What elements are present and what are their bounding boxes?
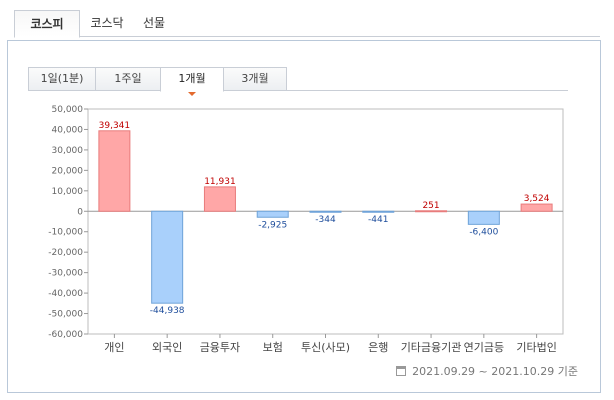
y-tick-label: -20,000 <box>48 248 83 258</box>
bar <box>362 210 395 213</box>
calendar-icon <box>396 366 407 376</box>
data-label: 251 <box>422 201 439 211</box>
x-tick-label: 보험 <box>263 341 283 354</box>
y-tick-label: 20,000 <box>52 166 84 176</box>
y-tick-label: 50,000 <box>52 105 84 115</box>
bar <box>467 210 500 225</box>
data-label: 3,524 <box>524 194 550 204</box>
x-tick-label: 기타금융기관 <box>401 341 462 354</box>
x-tick-label: 투신(사모) <box>301 341 350 354</box>
data-label: -6,400 <box>469 227 498 237</box>
y-tick-label: 30,000 <box>52 146 84 156</box>
tab-1day-label: 1일(1분) <box>40 72 84 85</box>
date-range-footer: 2021.09.29 ~ 2021.10.29 기준 <box>396 363 578 379</box>
y-tick-label: 0 <box>77 207 83 217</box>
y-tick-label: -40,000 <box>48 289 83 299</box>
tab-1month[interactable]: 1개월 <box>160 67 224 96</box>
bar <box>256 210 289 218</box>
bar <box>520 203 553 212</box>
tab-1week[interactable]: 1주일 <box>95 67 161 91</box>
y-tick-label: 10,000 <box>52 187 84 197</box>
market-tabs: 코스피 코스닥 선물 <box>14 10 600 38</box>
x-tick-label: 개인 <box>104 341 124 354</box>
x-tick-label: 연기금등 <box>464 341 504 354</box>
x-tick-label: 금융투자 <box>200 341 240 354</box>
data-label: -2,925 <box>258 220 287 230</box>
x-tick-label: 기타법인 <box>516 341 556 354</box>
date-range-text: 2021.09.29 ~ 2021.10.29 기준 <box>412 365 578 378</box>
tab-3month-label: 3개월 <box>241 72 269 85</box>
bar <box>151 210 184 304</box>
y-tick-label: -10,000 <box>48 228 83 238</box>
tab-1month-label: 1개월 <box>178 72 206 85</box>
x-tick-label: 외국인 <box>152 341 182 354</box>
data-label: -441 <box>368 215 388 225</box>
y-tick-label: 40,000 <box>52 125 84 135</box>
bar <box>309 210 342 213</box>
bar <box>415 210 448 213</box>
y-tick-label: -50,000 <box>48 310 83 320</box>
data-label: -44,938 <box>150 306 185 316</box>
bar <box>98 130 131 212</box>
tab-3month[interactable]: 3개월 <box>223 67 287 91</box>
tab-kospi[interactable]: 코스피 <box>14 10 80 38</box>
active-tab-caret-icon <box>188 92 196 96</box>
tab-1day[interactable]: 1일(1분) <box>28 67 96 91</box>
period-tabs: 1일(1분) 1주일 1개월 3개월 <box>28 67 568 96</box>
data-label: -344 <box>315 215 336 225</box>
tab-kosdaq[interactable]: 코스닥 <box>90 16 124 30</box>
y-tick-label: -60,000 <box>48 330 83 340</box>
tab-futures[interactable]: 선물 <box>142 16 166 30</box>
tab-1week-label: 1주일 <box>114 72 142 85</box>
data-label: 39,341 <box>99 121 131 131</box>
bar <box>203 186 236 212</box>
y-tick-label: -30,000 <box>48 269 83 279</box>
data-label: 11,931 <box>204 177 236 187</box>
x-tick-label: 은행 <box>368 341 388 354</box>
